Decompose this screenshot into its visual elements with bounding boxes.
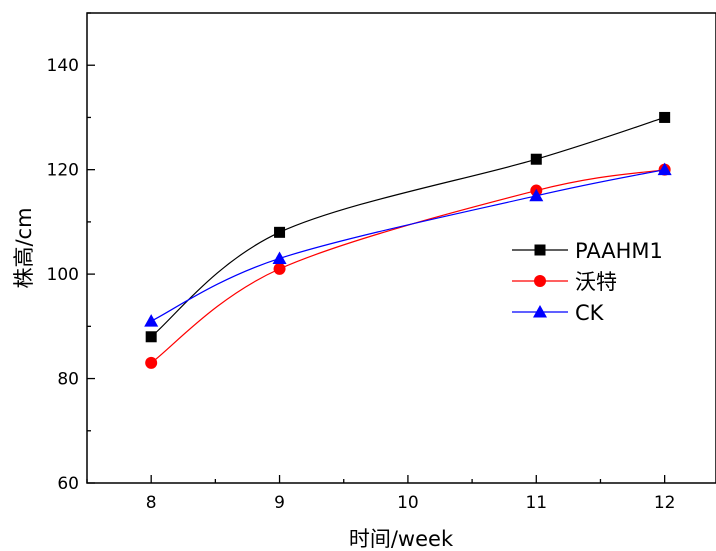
- data-point-square: [659, 112, 670, 123]
- x-axis-title: 时间/week: [349, 527, 454, 551]
- legend-label-square: PAAHM1: [575, 239, 663, 263]
- y-tick-label: 80: [57, 370, 79, 390]
- y-axis-title: 株高/cm: [12, 207, 36, 288]
- y-tick-label: 140: [47, 56, 79, 76]
- legend-marker-square: [535, 245, 546, 256]
- data-point-triangle: [273, 251, 287, 264]
- legend-label-circle: 沃特: [575, 270, 617, 294]
- legend: PAAHM1 沃特 CK: [512, 239, 663, 325]
- data-point-circle: [274, 263, 286, 275]
- series-circle: [145, 164, 670, 369]
- legend-marker-triangle: [533, 305, 547, 318]
- x-axis: 8 9 10 11 12: [87, 475, 675, 513]
- legend-marker-circle: [534, 275, 546, 287]
- x-tick-label: 12: [654, 493, 676, 513]
- series-line-circle: [151, 170, 664, 363]
- data-point-triangle: [144, 314, 158, 327]
- data-point-square: [274, 227, 285, 238]
- data-point-circle: [145, 357, 157, 369]
- y-tick-label: 120: [47, 161, 79, 181]
- y-tick-label: 60: [57, 474, 79, 494]
- x-tick-label: 8: [146, 493, 157, 513]
- data-point-square: [146, 331, 157, 342]
- legend-label-triangle: CK: [575, 301, 605, 325]
- x-tick-label: 9: [274, 493, 285, 513]
- x-tick-label: 10: [397, 493, 419, 513]
- y-tick-label: 100: [47, 265, 79, 285]
- data-point-square: [531, 154, 542, 165]
- x-tick-label: 11: [525, 493, 547, 513]
